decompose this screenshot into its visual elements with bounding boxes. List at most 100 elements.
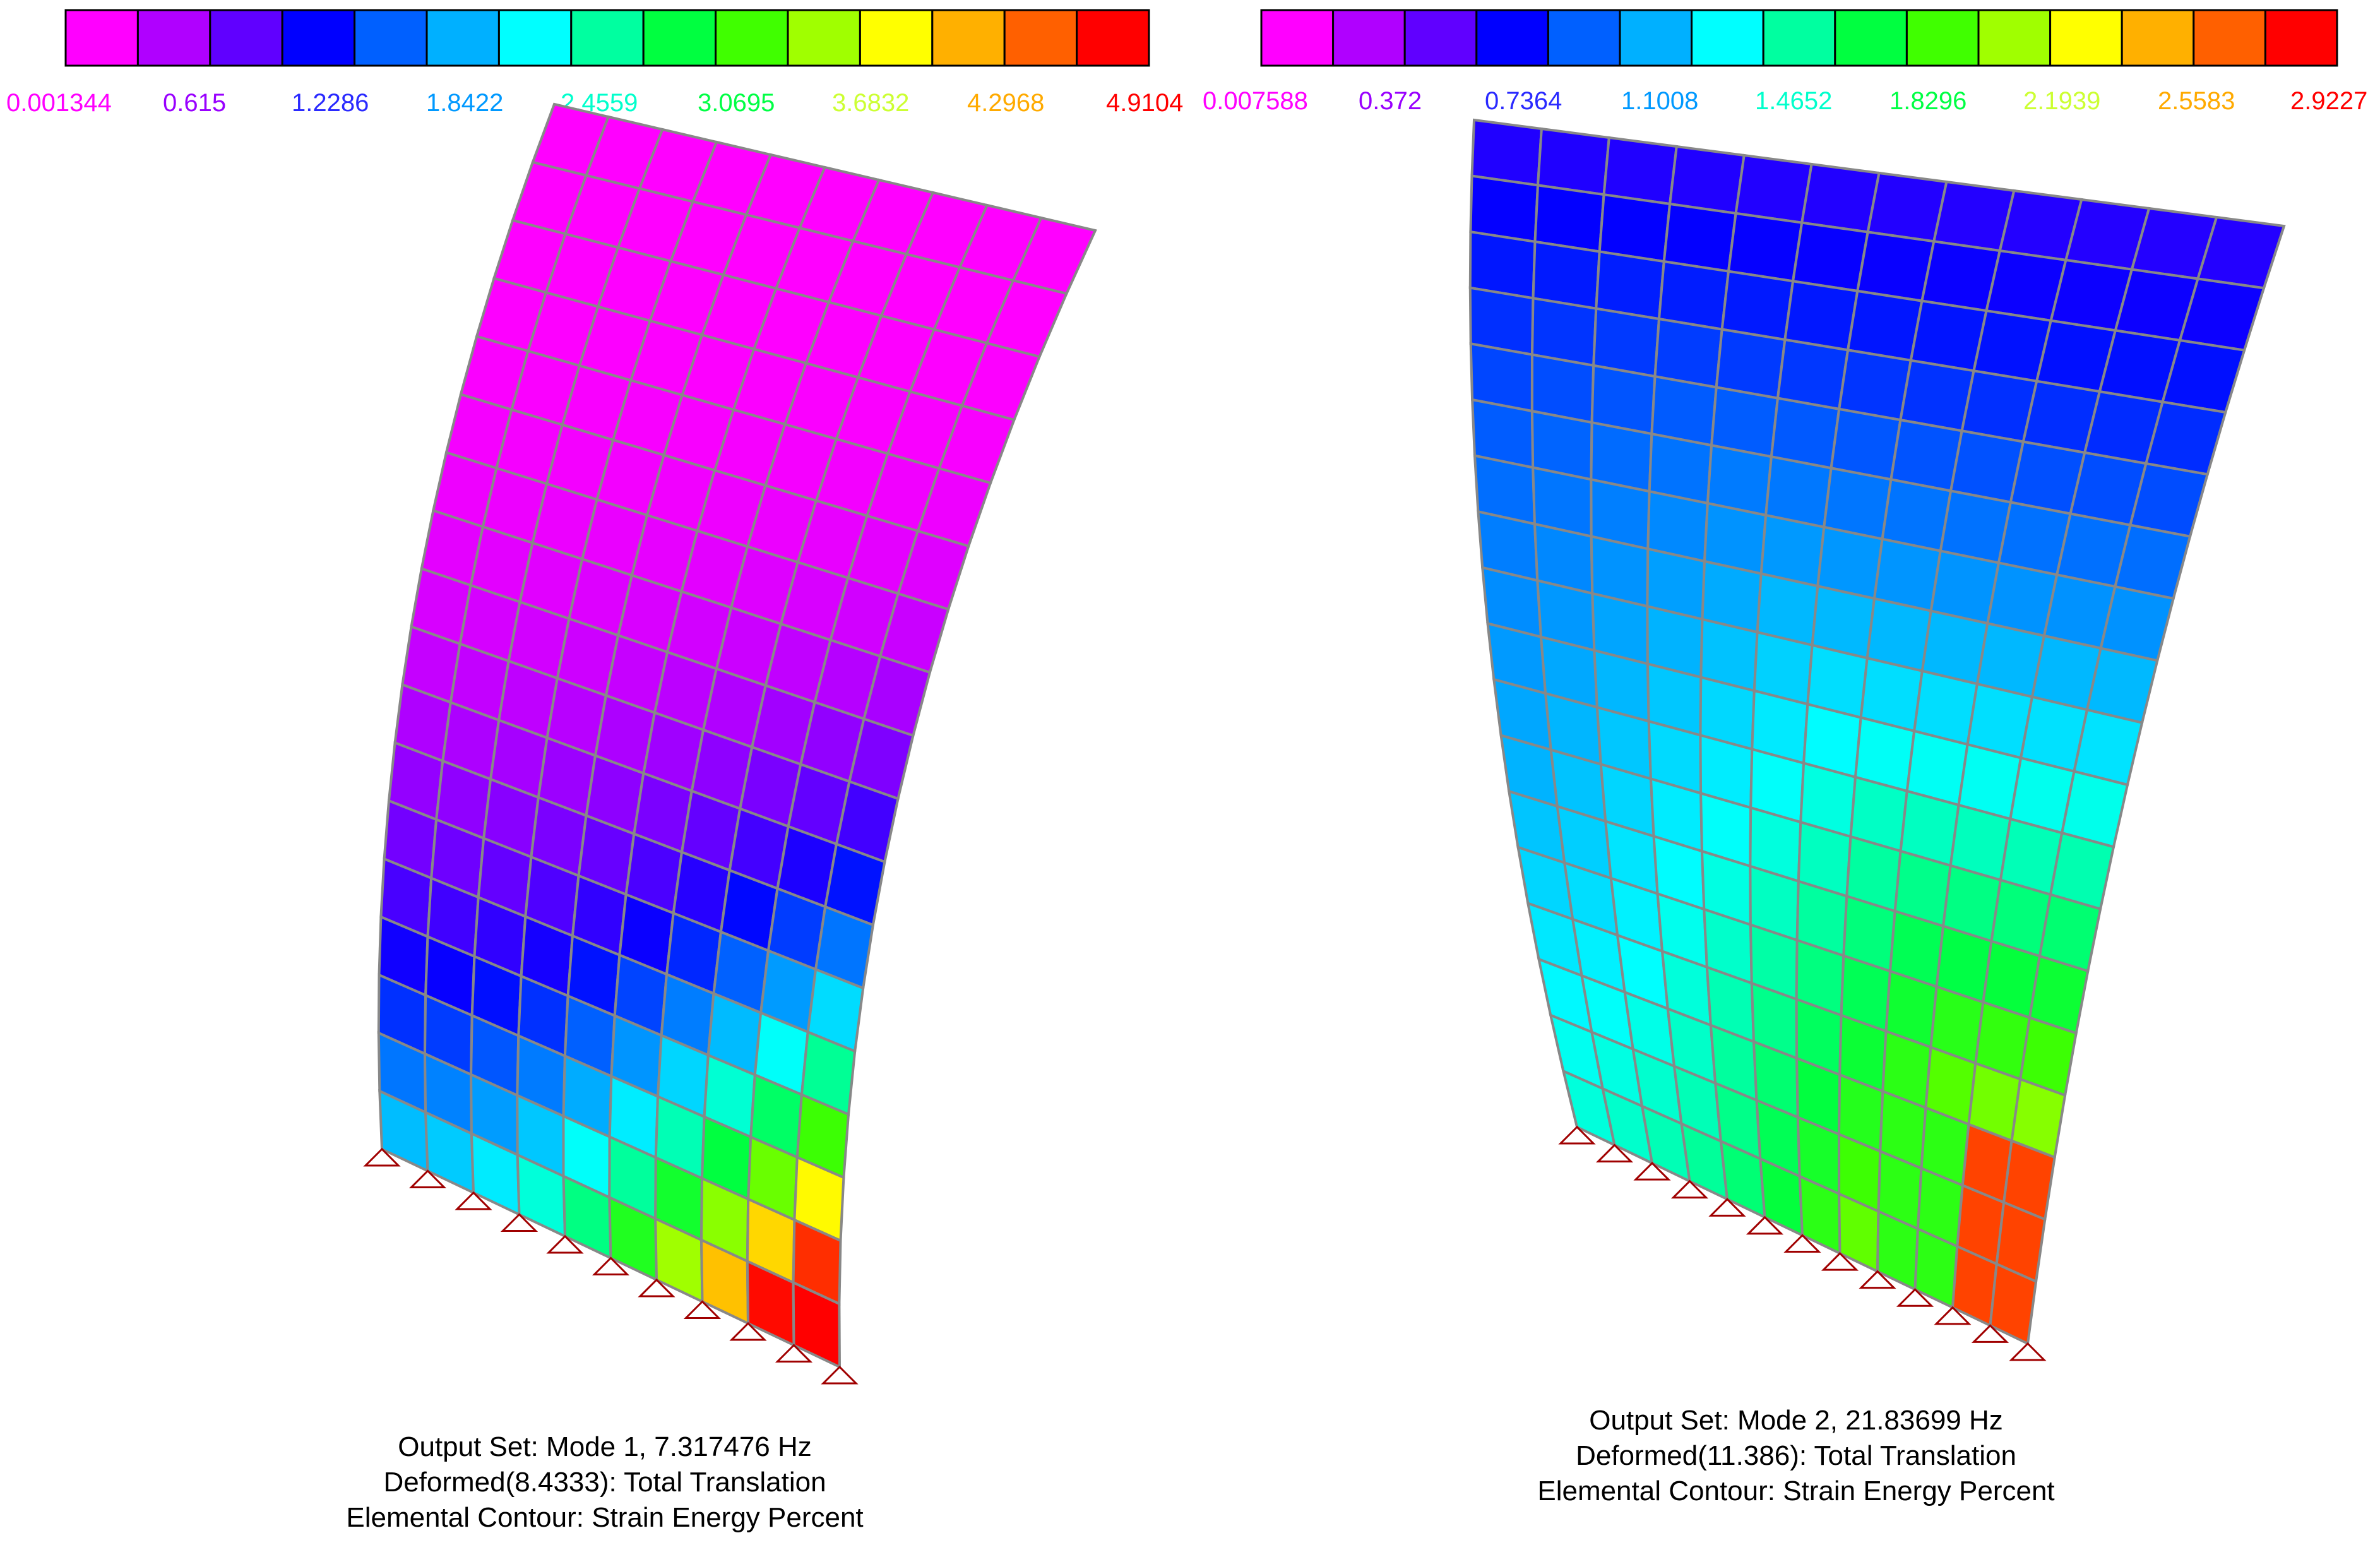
boundary-supports <box>363 1147 859 1385</box>
legend-swatch <box>209 9 283 67</box>
legend-swatch <box>1977 9 2052 67</box>
boundary-supports <box>1558 1125 2047 1361</box>
legend-label: 0.007588 <box>1203 87 1308 115</box>
mesh-element <box>1598 193 1672 263</box>
legend-swatch <box>715 9 789 67</box>
support-triangle <box>683 1300 722 1319</box>
support-triangle <box>1558 1125 1596 1145</box>
mesh-element <box>1720 270 1795 342</box>
mesh-element <box>1595 250 1665 321</box>
caption-output-set: Output Set: Mode 2, 21.83699 Hz <box>1589 1405 2003 1436</box>
support-triangle <box>1746 1215 1784 1235</box>
legend-swatch <box>859 9 934 67</box>
support-triangle <box>455 1191 492 1210</box>
legend-labels: 0.001344 0.615 1.2286 1.8422 2.4559 3.06… <box>6 89 1183 117</box>
legend-label: 0.001344 <box>6 89 112 117</box>
support-triangle <box>638 1278 675 1297</box>
mesh-element <box>1668 145 1746 215</box>
mesh-element <box>1800 162 1881 234</box>
panel-mode-1: 0.001344 0.615 1.2286 1.8422 2.4559 3.06… <box>6 9 1183 1533</box>
deformed-mesh-contour <box>1468 118 2286 1345</box>
legend-swatch <box>2121 9 2195 67</box>
mesh-element <box>1657 259 1730 331</box>
legend-swatch <box>425 9 500 67</box>
output-caption: Output Set: Mode 1, 7.317476 Hz Deformed… <box>346 1431 863 1533</box>
mesh-element <box>1855 230 1936 302</box>
mesh-element <box>1837 349 1913 422</box>
mesh-element <box>1866 171 1948 243</box>
legend-swatch <box>1003 9 1078 67</box>
legend-label: 2.1939 <box>2023 87 2100 115</box>
legend-swatch <box>1619 9 1693 67</box>
caption-output-set: Output Set: Mode 1, 7.317476 Hz <box>398 1431 812 1462</box>
legend-label: 2.9227 <box>2290 87 2367 115</box>
caption-deformed: Deformed(11.386): Total Translation <box>1576 1440 2016 1471</box>
support-triangle <box>1633 1162 1671 1181</box>
legend-label: 1.8422 <box>426 89 503 117</box>
mesh-element <box>1662 202 1737 273</box>
support-triangle <box>1971 1324 2009 1343</box>
legend-swatch <box>1762 9 1836 67</box>
support-triangle <box>363 1147 401 1167</box>
support-triangle <box>1670 1179 1709 1199</box>
legend-swatch <box>570 9 645 67</box>
legend-swatch <box>1834 9 1908 67</box>
legend-swatch <box>136 9 211 67</box>
mesh-element <box>1602 136 1679 206</box>
output-caption: Output Set: Mode 2, 21.83699 Hz Deformed… <box>1537 1405 2054 1506</box>
mesh-element <box>1469 174 1540 244</box>
legend-label: 2.5583 <box>2158 87 2235 115</box>
caption-contour: Elemental Contour: Strain Energy Percent <box>1537 1476 2054 1506</box>
mesh-element <box>1727 212 1804 283</box>
legend-label: 0.372 <box>1359 87 1422 115</box>
legend-label: 1.1008 <box>1621 87 1698 115</box>
mesh-element <box>1536 127 1610 196</box>
legend-swatch <box>2049 9 2123 67</box>
legend-label: 1.8296 <box>1889 87 1966 115</box>
support-triangle <box>2009 1342 2047 1361</box>
deformed-mesh-contour <box>377 102 1097 1369</box>
support-triangle <box>1783 1234 1821 1253</box>
mesh-element <box>1470 118 1544 187</box>
legend-swatch <box>1260 9 1335 67</box>
support-triangle <box>729 1321 767 1341</box>
mesh-element <box>1715 328 1787 400</box>
legend-label: 4.9104 <box>1106 89 1183 117</box>
support-triangle <box>821 1365 859 1385</box>
support-triangle <box>775 1344 813 1363</box>
mesh-element <box>1776 338 1850 411</box>
legend-labels: 0.007588 0.372 0.7364 1.1008 1.4652 1.82… <box>1203 87 2367 115</box>
support-triangle <box>592 1256 630 1275</box>
legend-label: 1.2286 <box>292 89 369 117</box>
legend-swatch <box>2193 9 2266 67</box>
legend-swatch <box>1076 9 1150 67</box>
support-triangle <box>1595 1143 1634 1163</box>
support-triangle <box>546 1234 584 1254</box>
support-triangle <box>1859 1270 1896 1289</box>
legend-swatch <box>1403 9 1478 67</box>
legend-color-bar <box>1260 9 2338 67</box>
mesh-element <box>1791 221 1870 293</box>
support-triangle <box>1821 1251 1859 1271</box>
legend-swatch <box>642 9 717 67</box>
legend-swatch <box>931 9 1006 67</box>
legend-label: 3.0695 <box>698 89 775 117</box>
legend-swatch <box>1547 9 1621 67</box>
mesh-element <box>1734 153 1813 224</box>
support-triangle <box>1934 1306 1972 1325</box>
legend-label: 1.4652 <box>1755 87 1832 115</box>
legend-swatch <box>787 9 861 67</box>
caption-contour: Elemental Contour: Strain Energy Percent <box>346 1502 863 1533</box>
mesh-element <box>1532 240 1601 311</box>
legend-swatch <box>1905 9 1980 67</box>
legend-swatch <box>281 9 356 67</box>
legend-swatch <box>64 9 139 67</box>
legend-label: 4.2968 <box>967 89 1044 117</box>
legend-label: 3.6832 <box>832 89 909 117</box>
legend-swatch <box>1691 9 1764 67</box>
legend-swatch <box>1475 9 1549 67</box>
legend-swatch <box>497 9 573 67</box>
support-triangle <box>500 1213 538 1232</box>
mesh-element <box>1533 184 1605 253</box>
